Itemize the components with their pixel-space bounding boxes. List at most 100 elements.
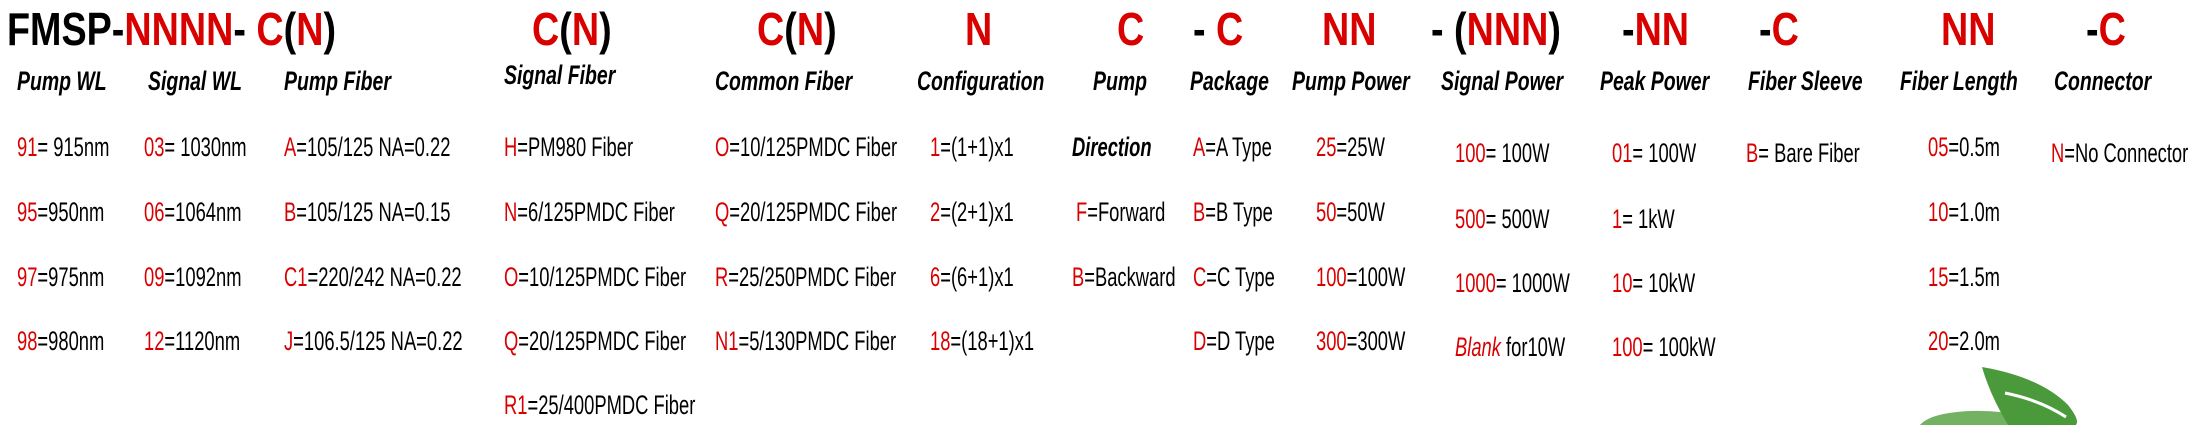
code-part: ) <box>323 3 337 55</box>
entry-code: Q <box>715 197 730 227</box>
code-part: C <box>532 3 560 55</box>
entry-code: B <box>284 197 297 227</box>
legend-entry: 95=950nm <box>17 197 104 228</box>
entry-code: Q <box>504 326 519 356</box>
entry-description: =(2+1)x1 <box>940 197 1014 227</box>
legend-entry: Q=20/125PMDC Fiber <box>504 326 686 357</box>
entry-description: = 1030nm <box>164 132 247 162</box>
entry-description: =975nm <box>37 262 105 292</box>
legend-entry: 06=1064nm <box>144 197 242 228</box>
entry-description: = 100kW <box>1642 332 1716 362</box>
entry-code: 20 <box>1928 326 1949 356</box>
legend-entry: 1= 1kW <box>1612 204 1675 235</box>
entry-code: 06 <box>144 197 165 227</box>
entry-code: N <box>2051 138 2065 168</box>
entry-description: =105/125 NA=0.15 <box>296 197 451 227</box>
entry-description: =950nm <box>37 197 105 227</box>
column-header: Fiber Sleeve <box>1748 66 1863 96</box>
entry-code: N <box>504 197 518 227</box>
legend-entry: 97=975nm <box>17 262 104 293</box>
legend-entry: 2=(2+1)x1 <box>930 197 1014 228</box>
code-part: N <box>571 3 600 55</box>
entry-code: 95 <box>17 197 38 227</box>
code-part: - <box>2086 3 2099 55</box>
legend-entry: 91= 915nm <box>17 132 109 163</box>
code-part: C <box>2098 3 2126 55</box>
legend-entry: 09=1092nm <box>144 262 242 293</box>
legend-entry: 12=1120nm <box>144 326 240 357</box>
code-part: C <box>1117 3 1145 55</box>
code-segment: -C <box>2086 2 2126 56</box>
legend-entry: 18=(18+1)x1 <box>930 326 1034 357</box>
entry-description: =1.5m <box>1948 262 2000 292</box>
entry-code: 1000 <box>1455 268 1496 298</box>
code-part: - <box>1759 3 1772 55</box>
column-header: Connector <box>2054 66 2152 96</box>
entry-code: 15 <box>1928 262 1949 292</box>
entry-description: =300W <box>1346 326 1406 356</box>
code-part: N <box>965 3 993 55</box>
entry-description: =Backward <box>1084 262 1176 292</box>
code-part: - <box>1622 3 1635 55</box>
legend-entry: N1=5/130PMDC Fiber <box>715 326 896 357</box>
code-part: C <box>757 3 785 55</box>
legend-entry: 15=1.5m <box>1928 262 2000 293</box>
entry-code: 05 <box>1928 132 1949 162</box>
entry-code: C1 <box>284 262 308 292</box>
code-part: - ( <box>1431 3 1467 55</box>
entry-description: =D Type <box>1206 326 1275 356</box>
entry-description: =PM980 Fiber <box>517 132 634 162</box>
entry-code: 10 <box>1928 197 1949 227</box>
entry-code: O <box>715 132 730 162</box>
code-part: ( <box>283 3 297 55</box>
legend-entry: Q=20/125PMDC Fiber <box>715 197 897 228</box>
entry-description: = 915nm <box>37 132 110 162</box>
column-header: Pump Fiber <box>284 66 391 96</box>
entry-code: 1 <box>1612 204 1623 234</box>
legend-entry: 01= 100W <box>1612 138 1696 169</box>
code-part: FMSP- <box>7 3 125 55</box>
entry-description: =25W <box>1336 132 1385 162</box>
entry-description: = 10kW <box>1632 268 1696 298</box>
legend-entry: 25=25W <box>1316 132 1385 163</box>
code-segment: N <box>965 2 992 56</box>
column-header: Package <box>1190 66 1269 96</box>
legend-entry: C=C Type <box>1193 262 1275 293</box>
entry-code: 91 <box>17 132 38 162</box>
legend-entry: C1=220/242 NA=0.22 <box>284 262 462 293</box>
legend-entry: Blank for10W <box>1455 332 1565 363</box>
legend-entry: 10=1.0m <box>1928 197 2000 228</box>
code-part: ( <box>559 3 572 55</box>
entry-description: =(6+1)x1 <box>940 262 1014 292</box>
column-header: Pump <box>1093 66 1148 96</box>
legend-entry: 500= 500W <box>1455 204 1549 235</box>
column-header: Signal Power <box>1441 66 1564 96</box>
pump-direction-label: Direction <box>1072 132 1152 162</box>
legend-entry: 1=(1+1)x1 <box>930 132 1014 163</box>
entry-description: =0.5m <box>1948 132 2000 162</box>
code-part: NNNN <box>124 3 234 55</box>
legend-entry: B=Backward <box>1072 262 1176 293</box>
column-header: Fiber Length <box>1900 66 2018 96</box>
code-segment: - C <box>1193 2 1243 56</box>
legend-entry: 6=(6+1)x1 <box>930 262 1014 293</box>
legend-entry: A=A Type <box>1193 132 1272 163</box>
entry-description: =(1+1)x1 <box>940 132 1014 162</box>
entry-description: =No Connector <box>2064 138 2189 168</box>
legend-entry: B=B Type <box>1193 197 1273 228</box>
entry-description: = 1000W <box>1495 268 1570 298</box>
column-header: Configuration <box>917 66 1045 96</box>
entry-code: 100 <box>1316 262 1347 292</box>
column-header: Pump Power <box>1292 66 1410 96</box>
entry-description: =1120nm <box>164 326 241 356</box>
code-segment: C(N) <box>757 2 837 56</box>
entry-code: 100 <box>1455 138 1486 168</box>
entry-description: =50W <box>1336 197 1385 227</box>
entry-code: A <box>1193 132 1206 162</box>
entry-code: 97 <box>17 262 38 292</box>
code-part: - <box>233 3 257 55</box>
entry-description: =1092nm <box>164 262 242 292</box>
entry-code: 50 <box>1316 197 1337 227</box>
entry-description: =2.0m <box>1948 326 2000 356</box>
legend-entry: 20=2.0m <box>1928 326 2000 357</box>
